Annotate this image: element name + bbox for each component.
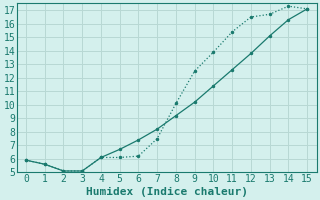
X-axis label: Humidex (Indice chaleur): Humidex (Indice chaleur) bbox=[85, 186, 248, 197]
